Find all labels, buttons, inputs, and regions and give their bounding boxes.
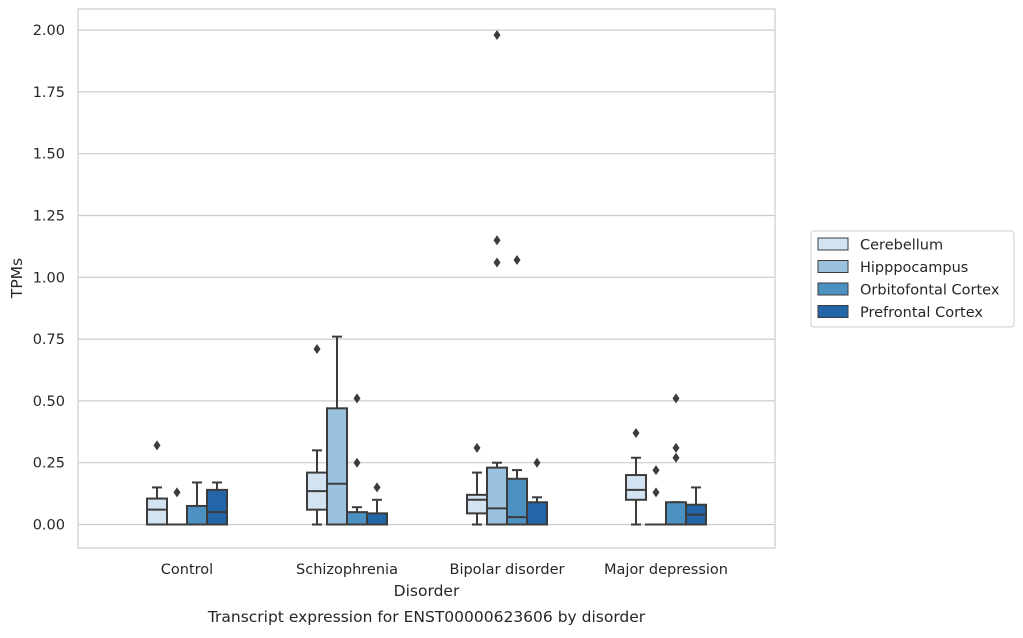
- box-1-2: [347, 393, 367, 524]
- outlier-point: [374, 482, 381, 492]
- outlier-point: [354, 393, 361, 403]
- outlier-point: [314, 344, 321, 354]
- outlier-point: [653, 465, 660, 475]
- outlier-point: [653, 487, 660, 497]
- box-body: [187, 506, 207, 525]
- box-body: [147, 499, 167, 525]
- legend-label: Hipppocampus: [860, 260, 968, 276]
- box-0-1: [167, 487, 187, 524]
- box-2-2: [507, 255, 527, 525]
- box-2-3: [527, 458, 547, 525]
- y-tick-label: 0.25: [33, 456, 65, 472]
- outlier-point: [514, 255, 521, 265]
- legend-swatch: [818, 238, 848, 250]
- chart-title: Transcript expression for ENST0000062360…: [207, 608, 646, 626]
- y-tick-label: 0.50: [33, 394, 65, 410]
- x-tick-label: Bipolar disorder: [450, 562, 565, 578]
- outlier-point: [494, 257, 501, 267]
- box-3-1: [646, 465, 666, 524]
- box-body: [367, 513, 387, 524]
- box-0-3: [207, 482, 227, 524]
- legend-label: Prefrontal Cortex: [860, 305, 983, 321]
- box-body: [207, 490, 227, 525]
- gridlines: [78, 30, 775, 524]
- y-axis-ticks: 0.00 0.25 0.50 0.75 1.00 1.25 1.50 1.75 2.00: [33, 23, 65, 533]
- outlier-point: [174, 487, 181, 497]
- box-body: [467, 495, 487, 514]
- x-tick-label: Major depression: [604, 562, 728, 578]
- outlier-point: [494, 30, 501, 40]
- y-axis-label: TPMs: [8, 258, 26, 299]
- outlier-point: [154, 440, 161, 450]
- x-tick-label: Control: [161, 562, 213, 578]
- box-1-0: [307, 344, 327, 525]
- outlier-point: [673, 443, 680, 453]
- legend-label: Cerebellum: [860, 238, 943, 254]
- box-body: [327, 408, 347, 524]
- y-tick-label: 0.00: [33, 518, 65, 534]
- outlier-point: [494, 235, 501, 245]
- box-body: [487, 468, 507, 525]
- outlier-point: [474, 443, 481, 453]
- box-body: [626, 475, 646, 500]
- y-tick-label: 1.50: [33, 147, 65, 163]
- box-0-0: [147, 440, 167, 524]
- box-body: [666, 502, 686, 524]
- y-tick-label: 1.25: [33, 209, 65, 225]
- legend-swatch: [818, 306, 848, 318]
- box-2-0: [467, 443, 487, 525]
- legend-label: Orbitofontal Cortex: [860, 283, 1000, 299]
- legend-swatch: [818, 261, 848, 273]
- legend: Cerebellum Hipppocampus Orbitofontal Corte…: [811, 231, 1014, 327]
- box-1-3: [367, 482, 387, 524]
- box-body: [527, 502, 547, 524]
- box-3-0: [626, 428, 646, 524]
- legend-swatch: [818, 283, 848, 295]
- outlier-point: [673, 453, 680, 463]
- outlier-point: [534, 458, 541, 468]
- plot-frame: [78, 9, 775, 548]
- x-axis-ticks: Control Schizophrenia Bipolar disorder Majo…: [161, 562, 728, 578]
- box-0-2: [187, 482, 207, 524]
- outlier-point: [354, 458, 361, 468]
- box-3-2: [666, 393, 686, 524]
- y-tick-label: 1.00: [33, 270, 65, 286]
- y-tick-label: 1.75: [33, 85, 65, 101]
- outlier-point: [673, 393, 680, 403]
- box-body: [347, 512, 367, 524]
- outlier-point: [633, 428, 640, 438]
- box-1-1: [327, 337, 347, 525]
- x-axis-label: Disorder: [394, 582, 460, 600]
- y-tick-label: 2.00: [33, 23, 65, 39]
- y-tick-label: 0.75: [33, 332, 65, 348]
- box-3-3: [686, 487, 706, 524]
- x-tick-label: Schizophrenia: [296, 562, 398, 578]
